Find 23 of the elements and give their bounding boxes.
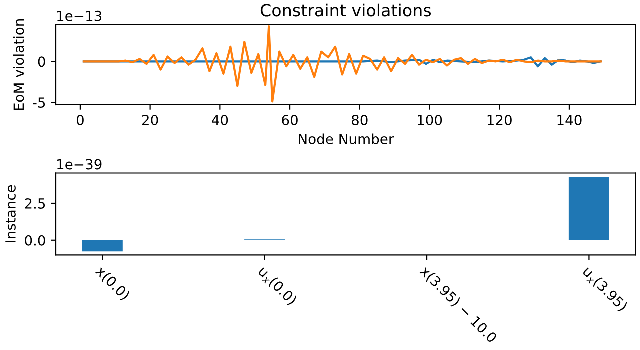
line-series	[82, 25, 602, 103]
x-tick-label: 0	[76, 114, 84, 126]
x-tick-label: 100	[418, 114, 442, 126]
x-tick-label: 120	[488, 114, 512, 126]
x-tick-label: u$_{x}$(0.0)	[256, 266, 298, 308]
y-tick-label: 0.0	[25, 235, 46, 246]
bar	[82, 240, 123, 252]
x-tick-label: 40	[212, 114, 228, 126]
chart-title: Constraint violations	[260, 4, 432, 17]
y-tick-label: 0	[38, 56, 46, 68]
x-tick-label: u$_{x}$(3.95)	[580, 266, 629, 314]
y-axis-title: Instance	[6, 185, 16, 242]
text: 1e−13	[58, 10, 102, 22]
y-axis-title: EoM violation	[13, 19, 24, 110]
bar	[568, 176, 610, 240]
x-tick-label: 80	[352, 114, 368, 126]
text: 1e−39	[58, 159, 102, 170]
y-tick-label: 2.5	[25, 198, 46, 209]
x-tick-label: 140	[558, 114, 582, 126]
y-tick-label: -5	[33, 98, 46, 108]
x-tick-label: 60	[282, 114, 298, 126]
x-axis-title: Node Number	[299, 134, 394, 144]
x-tick-label: 20	[142, 114, 158, 126]
